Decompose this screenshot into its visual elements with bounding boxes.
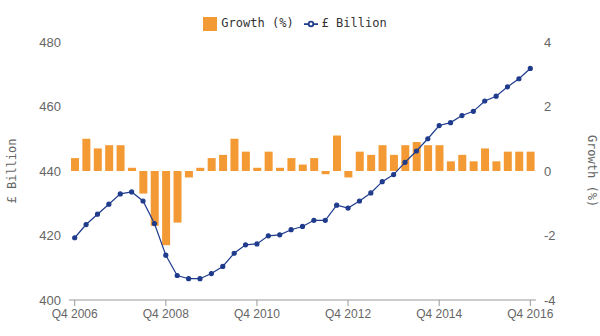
svg-text:Q4 2010: Q4 2010 bbox=[234, 307, 280, 321]
svg-text:480: 480 bbox=[39, 35, 61, 50]
svg-text:Q4 2016: Q4 2016 bbox=[507, 307, 553, 321]
svg-text:£ Billion: £ Billion bbox=[8, 138, 19, 203]
html-text:Growth (%): Growth (%) bbox=[221, 16, 294, 30]
svg-text:-4: -4 bbox=[544, 293, 556, 308]
svg-text:Q4 2008: Q4 2008 bbox=[143, 307, 189, 321]
svg-text:Q4 2014: Q4 2014 bbox=[416, 307, 462, 321]
svg-text:Q4 2006: Q4 2006 bbox=[52, 307, 98, 321]
svg-text:Q4 2012: Q4 2012 bbox=[325, 307, 371, 321]
html-text:£ Billion: £ Billion bbox=[321, 16, 387, 30]
svg-text:Growth (%): Growth (%) bbox=[585, 135, 592, 207]
svg-text:0: 0 bbox=[544, 164, 551, 179]
svg-text:400: 400 bbox=[39, 293, 61, 308]
svg-text:420: 420 bbox=[39, 228, 61, 243]
svg-text:4: 4 bbox=[544, 35, 551, 50]
svg-text:2: 2 bbox=[544, 99, 551, 114]
svg-text:440: 440 bbox=[39, 164, 61, 179]
svg-text:-2: -2 bbox=[544, 228, 556, 243]
svg-text:460: 460 bbox=[39, 99, 61, 114]
